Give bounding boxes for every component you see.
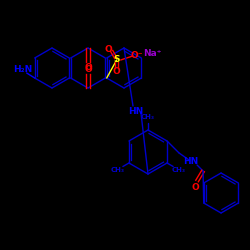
Text: O: O [105,46,112,54]
Text: O⁻: O⁻ [130,52,143,60]
Text: CH₃: CH₃ [171,166,185,172]
Text: H₂N: H₂N [13,66,32,74]
Text: S: S [114,56,120,64]
Text: Na⁺: Na⁺ [144,50,162,58]
Text: HN: HN [128,106,144,116]
Text: O: O [84,62,92,72]
Text: O: O [84,64,92,74]
Text: O: O [113,66,120,76]
Text: CH₃: CH₃ [111,166,125,172]
Text: CH₃: CH₃ [141,114,155,120]
Text: HN: HN [184,156,199,166]
Text: O: O [191,182,199,192]
